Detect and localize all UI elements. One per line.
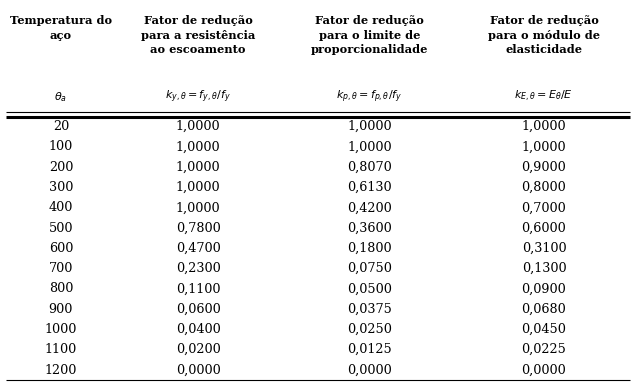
Text: 0,3600: 0,3600 xyxy=(347,222,392,235)
Text: 0,0200: 0,0200 xyxy=(176,343,221,356)
Text: 0,0750: 0,0750 xyxy=(347,262,392,275)
Text: 0,9000: 0,9000 xyxy=(522,161,566,174)
Text: 0,6000: 0,6000 xyxy=(522,222,566,235)
Text: 0,7800: 0,7800 xyxy=(176,222,221,235)
Text: 0,0680: 0,0680 xyxy=(522,303,566,316)
Text: 0,4700: 0,4700 xyxy=(176,242,221,255)
Text: $\theta_a$: $\theta_a$ xyxy=(54,90,67,104)
Text: 0,1800: 0,1800 xyxy=(347,242,392,255)
Text: 700: 700 xyxy=(49,262,73,275)
Text: 800: 800 xyxy=(49,282,73,295)
Text: Temperatura do
aço: Temperatura do aço xyxy=(10,15,112,40)
Text: 0,0400: 0,0400 xyxy=(176,323,221,336)
Text: 900: 900 xyxy=(49,303,73,316)
Text: 0,0900: 0,0900 xyxy=(522,282,566,295)
Text: 0,0225: 0,0225 xyxy=(522,343,567,356)
Text: 0,2300: 0,2300 xyxy=(176,262,221,275)
Text: 0,0250: 0,0250 xyxy=(347,323,392,336)
Text: 0,6130: 0,6130 xyxy=(347,181,392,194)
Text: 0,0600: 0,0600 xyxy=(176,303,221,316)
Text: 200: 200 xyxy=(49,161,73,174)
Text: 1000: 1000 xyxy=(45,323,77,336)
Text: $k_{E,\theta} = E_\theta / E$: $k_{E,\theta} = E_\theta / E$ xyxy=(515,89,574,104)
Text: 1,0000: 1,0000 xyxy=(347,141,392,154)
Text: 20: 20 xyxy=(53,120,69,133)
Text: 300: 300 xyxy=(49,181,73,194)
Text: 0,8000: 0,8000 xyxy=(522,181,566,194)
Text: 0,0125: 0,0125 xyxy=(347,343,392,356)
Text: 0,0500: 0,0500 xyxy=(347,282,392,295)
Text: 0,0375: 0,0375 xyxy=(347,303,392,316)
Text: 0,0000: 0,0000 xyxy=(176,364,221,377)
Text: $k_{y,\theta} = f_{y,\theta} / f_y$: $k_{y,\theta} = f_{y,\theta} / f_y$ xyxy=(165,88,231,105)
Text: 1,0000: 1,0000 xyxy=(522,141,566,154)
Text: Fator de redução
para o módulo de
elasticidade: Fator de redução para o módulo de elasti… xyxy=(488,15,600,55)
Text: 1,0000: 1,0000 xyxy=(522,120,566,133)
Text: $k_{p,\theta} = f_{p,\theta} / f_y$: $k_{p,\theta} = f_{p,\theta} / f_y$ xyxy=(336,88,403,105)
Text: Fator de redução
para o limite de
proporcionalidade: Fator de redução para o limite de propor… xyxy=(311,15,428,55)
Text: Fator de redução
para a resistência
ao escoamento: Fator de redução para a resistência ao e… xyxy=(141,15,255,55)
Text: 0,4200: 0,4200 xyxy=(347,201,392,214)
Text: 0,7000: 0,7000 xyxy=(522,201,566,214)
Text: 0,8070: 0,8070 xyxy=(347,161,392,174)
Text: 0,0450: 0,0450 xyxy=(522,323,567,336)
Text: 0,1100: 0,1100 xyxy=(176,282,220,295)
Text: 1,0000: 1,0000 xyxy=(176,141,220,154)
Text: 0,0000: 0,0000 xyxy=(347,364,392,377)
Text: 500: 500 xyxy=(48,222,73,235)
Text: 1,0000: 1,0000 xyxy=(347,120,392,133)
Text: 1,0000: 1,0000 xyxy=(176,120,220,133)
Text: 0,3100: 0,3100 xyxy=(522,242,566,255)
Text: 100: 100 xyxy=(49,141,73,154)
Text: 1,0000: 1,0000 xyxy=(176,181,220,194)
Text: 0,1300: 0,1300 xyxy=(522,262,566,275)
Text: 1100: 1100 xyxy=(45,343,77,356)
Text: 1,0000: 1,0000 xyxy=(176,161,220,174)
Text: 1200: 1200 xyxy=(45,364,77,377)
Text: 0,0000: 0,0000 xyxy=(522,364,566,377)
Text: 1,0000: 1,0000 xyxy=(176,201,220,214)
Text: 600: 600 xyxy=(49,242,73,255)
Text: 400: 400 xyxy=(49,201,73,214)
